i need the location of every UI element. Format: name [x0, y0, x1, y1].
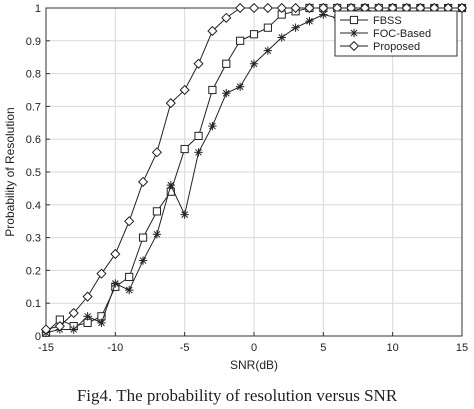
- point-proposed-20: [318, 2, 329, 14]
- point-proposed-16: [262, 2, 273, 14]
- x-tick-label-0: -15: [38, 342, 54, 354]
- point-foc-based-11: [194, 148, 203, 157]
- point-fbss-10: [180, 144, 189, 154]
- series-layer: [40, 2, 468, 337]
- point-proposed-0: [40, 324, 52, 335]
- legend-marker-fbss: [349, 15, 359, 25]
- point-proposed-12: [207, 25, 218, 37]
- y-tick-label-8: 0.8: [26, 69, 41, 81]
- x-tick-label-4: 5: [320, 342, 326, 354]
- y-tick-label-9: 0.9: [26, 36, 41, 48]
- point-proposed-17: [276, 2, 287, 14]
- y-tick-label-2: 0.2: [26, 265, 41, 277]
- legend-label-fbss: FBSS: [373, 15, 402, 27]
- point-foc-based-6: [125, 285, 134, 295]
- y-tick-label-0: 0: [35, 331, 41, 343]
- x-tick-label-3: 0: [251, 342, 257, 354]
- point-fbss-13: [222, 59, 231, 68]
- point-proposed-18: [290, 2, 301, 14]
- legend-marker-proposed: [348, 40, 360, 52]
- point-foc-based-9: [166, 180, 175, 190]
- point-foc-based-18: [291, 23, 300, 32]
- point-foc-based-7: [138, 256, 148, 265]
- legend-item-fbss: FBSS: [340, 15, 402, 27]
- point-proposed-15: [248, 2, 260, 14]
- point-proposed-30: [456, 2, 468, 14]
- point-fbss-15: [249, 30, 259, 39]
- point-foc-based-8: [152, 230, 162, 239]
- y-tick-label-7: 0.7: [26, 101, 41, 113]
- y-tick-label-6: 0.6: [26, 134, 41, 146]
- point-proposed-4: [96, 268, 107, 279]
- point-proposed-8: [151, 147, 163, 158]
- point-fbss-16: [263, 23, 272, 32]
- legend-item-proposed: Proposed: [340, 40, 420, 53]
- point-foc-based-15: [249, 59, 259, 68]
- point-foc-based-14: [235, 82, 245, 91]
- point-fbss-7: [138, 233, 148, 242]
- point-fbss-11: [194, 131, 203, 141]
- y-tick-label-10: 1: [35, 3, 41, 15]
- point-fbss-8: [152, 207, 162, 216]
- point-proposed-7: [137, 176, 149, 187]
- point-foc-based-4: [97, 318, 106, 328]
- point-foc-based-17: [277, 33, 286, 42]
- chart: -15 -10 -5 0 5 10 15 0 0.1 0.2 0.3 0.4 0.5 0.6 0.7 0.8 0…: [3, 2, 468, 372]
- point-fbss-14: [236, 36, 245, 45]
- point-foc-based-2: [69, 325, 78, 334]
- x-tick-label-1: -10: [107, 342, 123, 354]
- point-fbss-6: [125, 272, 134, 282]
- point-fbss-12: [208, 85, 217, 95]
- grid: [45, 7, 463, 337]
- point-foc-based-12: [208, 121, 217, 131]
- point-proposed-5: [110, 248, 121, 260]
- point-foc-based-3: [83, 312, 92, 321]
- x-tick-label-5: 10: [387, 342, 399, 354]
- y-tick-label-1: 0.1: [26, 298, 41, 310]
- point-proposed-9: [165, 98, 176, 109]
- tick-labels: -15 -10 -5 0 5 10 15 0 0.1 0.2 0.3 0.4 0.5 0.6 0.7 0.8 0…: [26, 3, 468, 354]
- point-proposed-10: [179, 84, 190, 96]
- y-tick-label-5: 0.5: [26, 167, 41, 179]
- figure-caption: Fig4. The probability of resolution vers…: [76, 386, 398, 405]
- point-foc-based-10: [180, 210, 189, 219]
- point-foc-based-16: [263, 46, 273, 55]
- point-foc-based-13: [222, 89, 231, 98]
- point-proposed-14: [235, 2, 246, 14]
- series-proposed: [40, 2, 468, 335]
- legend-label-foc-based: FOC-Based: [373, 28, 431, 40]
- x-tick-label-6: 15: [456, 342, 468, 354]
- point-proposed-3: [82, 291, 93, 302]
- point-foc-based-19: [305, 16, 314, 26]
- legend-marker-foc-based: [349, 28, 359, 38]
- point-proposed-13: [221, 12, 232, 23]
- point-proposed-19: [304, 2, 315, 14]
- x-axis-label: SNR(dB): [230, 358, 278, 372]
- y-axis-label: Probability of Resolution: [3, 107, 17, 236]
- x-tick-label-2: -5: [180, 342, 190, 354]
- point-proposed-11: [193, 58, 204, 69]
- point-proposed-2: [68, 307, 79, 319]
- point-proposed-6: [124, 216, 135, 227]
- legend-item-foc-based: FOC-Based: [340, 28, 431, 40]
- legend-label-proposed: Proposed: [373, 41, 420, 53]
- point-foc-based-5: [111, 279, 120, 288]
- point-proposed-1: [54, 321, 65, 332]
- y-tick-label-4: 0.4: [26, 200, 41, 212]
- y-tick-label-3: 0.3: [26, 233, 41, 245]
